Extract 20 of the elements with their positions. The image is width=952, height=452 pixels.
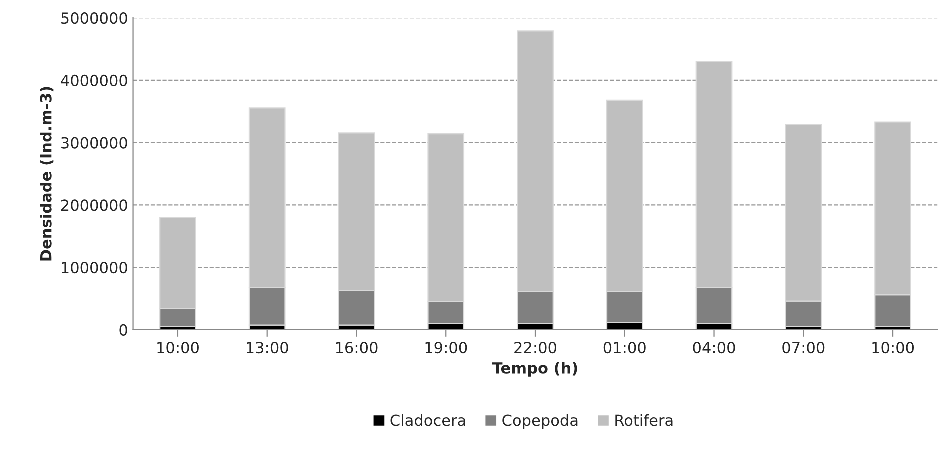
x-tick-label: 07:00	[782, 342, 825, 354]
x-tick-label: 10:00	[872, 342, 914, 354]
x-tick-label: 22:00	[514, 342, 556, 354]
y-axis-title: Densidade (Ind.m-3)	[40, 87, 54, 261]
y-tick-label: 3000000	[62, 137, 128, 149]
x-axis-title: Tempo (h)	[492, 362, 578, 377]
legend-label: Rotifera	[616, 414, 673, 426]
y-tick-label: 0	[120, 324, 128, 336]
legend-label: Cladocera	[390, 414, 466, 426]
y-tick-label: 1000000	[62, 262, 128, 274]
x-tick-label: 04:00	[693, 342, 736, 354]
x-tick-label: 13:00	[247, 342, 288, 354]
x-tick-label: 10:00	[158, 342, 199, 354]
x-tick-label: 01:00	[604, 342, 646, 354]
y-tick-label: 4000000	[61, 74, 128, 86]
x-tick-label: 19:00	[426, 342, 468, 354]
y-tick-label: 2000000	[61, 200, 128, 212]
x-tick-label: 16:00	[336, 342, 378, 354]
legend-label: Copepoda	[502, 414, 578, 430]
y-tick-label: 5000000	[62, 12, 128, 24]
